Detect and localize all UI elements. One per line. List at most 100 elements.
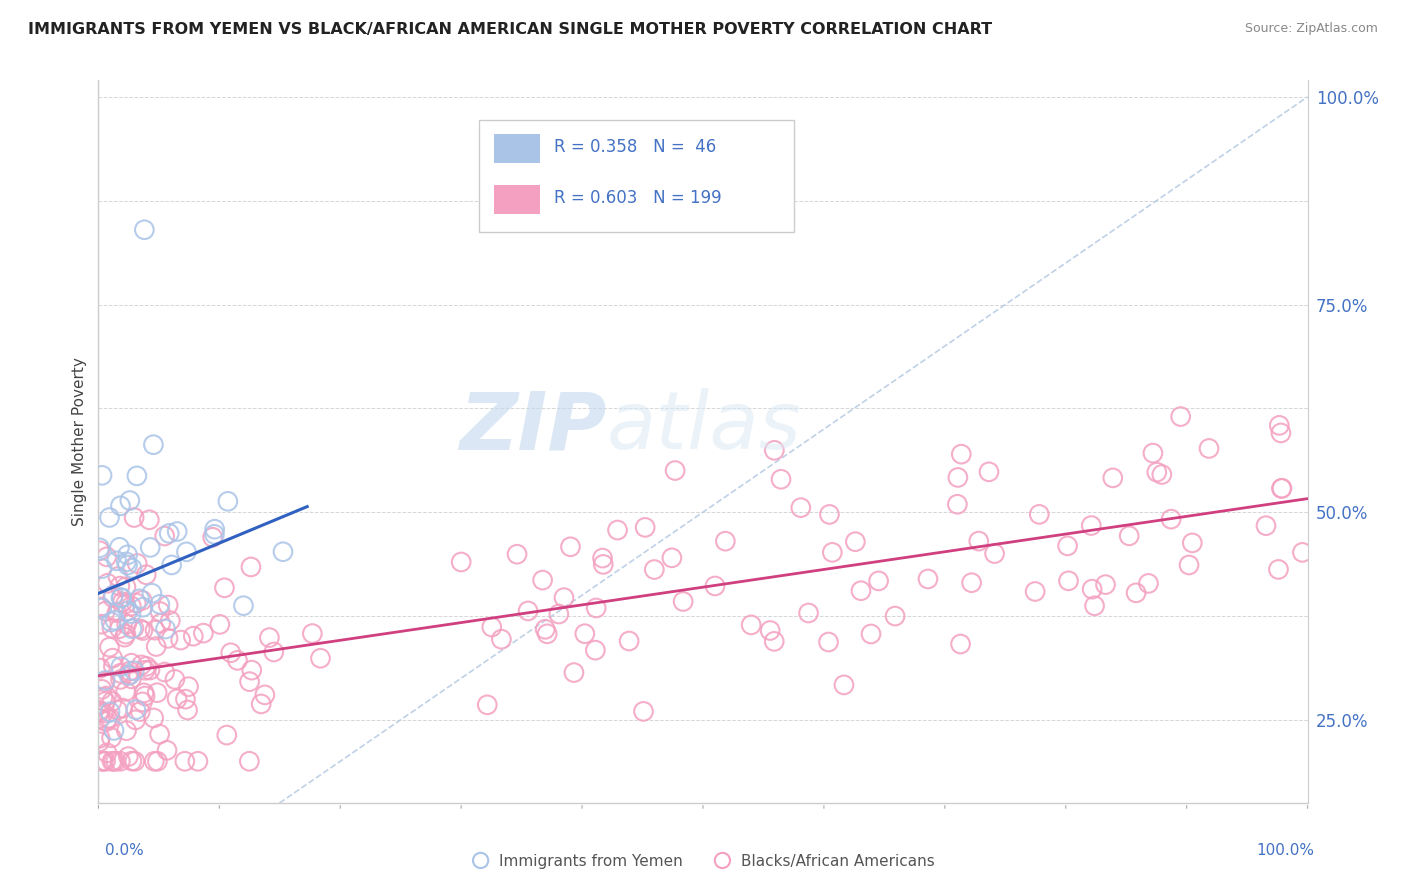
Point xyxy=(89,735,111,749)
Point xyxy=(120,607,142,621)
Point xyxy=(120,672,142,686)
Point xyxy=(617,634,640,648)
Point xyxy=(100,615,122,629)
Point xyxy=(1094,577,1116,591)
Point xyxy=(101,694,124,708)
Point xyxy=(131,695,153,709)
Point xyxy=(977,465,1000,479)
Point xyxy=(1146,465,1168,479)
Point xyxy=(155,622,177,636)
Point xyxy=(117,604,139,618)
Legend: Immigrants from Yemen, Blacks/African Americans: Immigrants from Yemen, Blacks/African Am… xyxy=(465,847,941,875)
Point xyxy=(121,754,143,768)
Point xyxy=(114,684,136,698)
Point xyxy=(104,613,127,627)
Point xyxy=(740,618,762,632)
Point xyxy=(93,706,115,720)
Point xyxy=(103,659,125,673)
Point xyxy=(259,631,281,645)
Point xyxy=(983,547,1005,561)
Point xyxy=(135,567,157,582)
Point xyxy=(253,688,276,702)
Point xyxy=(1160,512,1182,526)
Point xyxy=(139,541,162,555)
Point xyxy=(90,601,112,615)
Point xyxy=(204,527,226,541)
Point xyxy=(531,573,554,587)
Point xyxy=(633,705,655,719)
Point xyxy=(1291,545,1313,559)
Point xyxy=(138,513,160,527)
Text: R = 0.603   N = 199: R = 0.603 N = 199 xyxy=(554,189,721,207)
Point xyxy=(93,675,115,690)
Point xyxy=(166,692,188,706)
Point xyxy=(547,607,569,621)
Point xyxy=(105,606,128,620)
Point xyxy=(134,223,156,237)
Point xyxy=(232,599,254,613)
Point xyxy=(114,597,136,611)
Point xyxy=(105,703,128,717)
Point xyxy=(91,468,114,483)
Point xyxy=(214,581,236,595)
Point xyxy=(125,468,148,483)
Point xyxy=(132,624,155,638)
Point xyxy=(1057,574,1080,588)
Point xyxy=(90,617,112,632)
Point xyxy=(215,728,238,742)
Point xyxy=(131,657,153,672)
Point xyxy=(157,598,180,612)
Point xyxy=(949,637,972,651)
Point xyxy=(634,520,657,534)
Point xyxy=(98,510,121,524)
Text: ZIP: ZIP xyxy=(458,388,606,467)
Point xyxy=(110,673,132,687)
Point xyxy=(177,680,200,694)
Point xyxy=(142,711,165,725)
Point xyxy=(115,617,138,632)
Point xyxy=(97,712,120,726)
Point xyxy=(108,579,131,593)
Point xyxy=(89,703,111,717)
Point xyxy=(1178,558,1201,572)
Point xyxy=(118,668,141,682)
Point xyxy=(105,554,128,568)
Point xyxy=(204,522,226,536)
Point xyxy=(132,600,155,615)
Point xyxy=(163,673,186,687)
Point xyxy=(118,664,141,678)
Point xyxy=(141,586,163,600)
Point xyxy=(160,558,183,572)
Point xyxy=(117,558,139,573)
Point xyxy=(103,588,125,602)
Point xyxy=(714,534,737,549)
Point xyxy=(574,626,596,640)
Point xyxy=(832,678,855,692)
Point xyxy=(143,754,166,768)
FancyBboxPatch shape xyxy=(494,185,540,214)
Point xyxy=(1080,518,1102,533)
Point xyxy=(98,712,121,726)
Point xyxy=(104,754,127,768)
Point xyxy=(89,543,111,558)
Point xyxy=(481,620,503,634)
Point xyxy=(1137,576,1160,591)
Point xyxy=(132,686,155,700)
Text: 100.0%: 100.0% xyxy=(1257,843,1315,858)
Point xyxy=(238,754,260,768)
Point xyxy=(817,635,839,649)
Point xyxy=(585,601,607,615)
Point xyxy=(96,549,118,564)
Point xyxy=(176,545,198,559)
Point xyxy=(98,705,121,719)
Point xyxy=(169,633,191,648)
Point xyxy=(149,605,172,619)
Point xyxy=(250,697,273,711)
Point xyxy=(271,545,294,559)
Point xyxy=(239,560,262,574)
Point xyxy=(797,606,820,620)
Point xyxy=(96,689,118,703)
Point xyxy=(176,703,198,717)
Point xyxy=(763,443,786,458)
Point xyxy=(127,557,149,571)
